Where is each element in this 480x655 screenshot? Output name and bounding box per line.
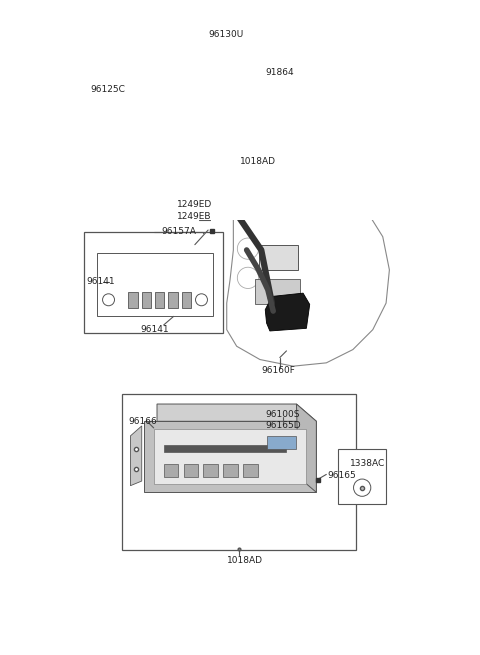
Polygon shape xyxy=(265,293,310,331)
Bar xyxy=(164,445,287,453)
Bar xyxy=(155,292,164,309)
Text: 1249ED: 1249ED xyxy=(177,200,212,210)
Bar xyxy=(164,464,178,477)
Text: 1338AC: 1338AC xyxy=(350,459,385,468)
Bar xyxy=(243,464,258,477)
Text: 96160F: 96160F xyxy=(261,366,295,375)
Bar xyxy=(129,292,138,309)
Bar xyxy=(168,292,178,309)
Bar xyxy=(200,41,283,143)
Text: 96130U: 96130U xyxy=(208,29,243,39)
Bar xyxy=(266,436,297,449)
Bar xyxy=(181,292,191,309)
Bar xyxy=(338,449,386,504)
Text: 1018AD: 1018AD xyxy=(240,157,276,166)
Polygon shape xyxy=(154,429,306,483)
Text: 96125C: 96125C xyxy=(91,84,125,94)
Bar xyxy=(223,464,238,477)
Text: 1018AD: 1018AD xyxy=(227,555,263,565)
Text: 91864: 91864 xyxy=(265,67,294,77)
Text: 96165D: 96165D xyxy=(265,421,301,430)
Bar xyxy=(259,245,299,270)
Bar xyxy=(142,292,151,309)
Text: 96141: 96141 xyxy=(86,277,115,286)
Bar xyxy=(254,279,300,305)
Polygon shape xyxy=(297,404,316,493)
Text: 96157A: 96157A xyxy=(162,227,196,236)
Bar xyxy=(122,394,356,550)
Polygon shape xyxy=(144,421,316,493)
Text: 96166: 96166 xyxy=(129,417,157,426)
Polygon shape xyxy=(157,404,316,421)
Bar xyxy=(97,253,214,316)
Bar xyxy=(141,82,220,138)
Polygon shape xyxy=(131,426,142,486)
Bar xyxy=(84,232,223,333)
Text: 96100S: 96100S xyxy=(265,410,300,419)
Text: 1249EB: 1249EB xyxy=(177,212,211,221)
Text: 96165: 96165 xyxy=(328,471,356,480)
Bar xyxy=(183,464,198,477)
Text: 96141: 96141 xyxy=(141,325,169,334)
Bar xyxy=(204,464,218,477)
